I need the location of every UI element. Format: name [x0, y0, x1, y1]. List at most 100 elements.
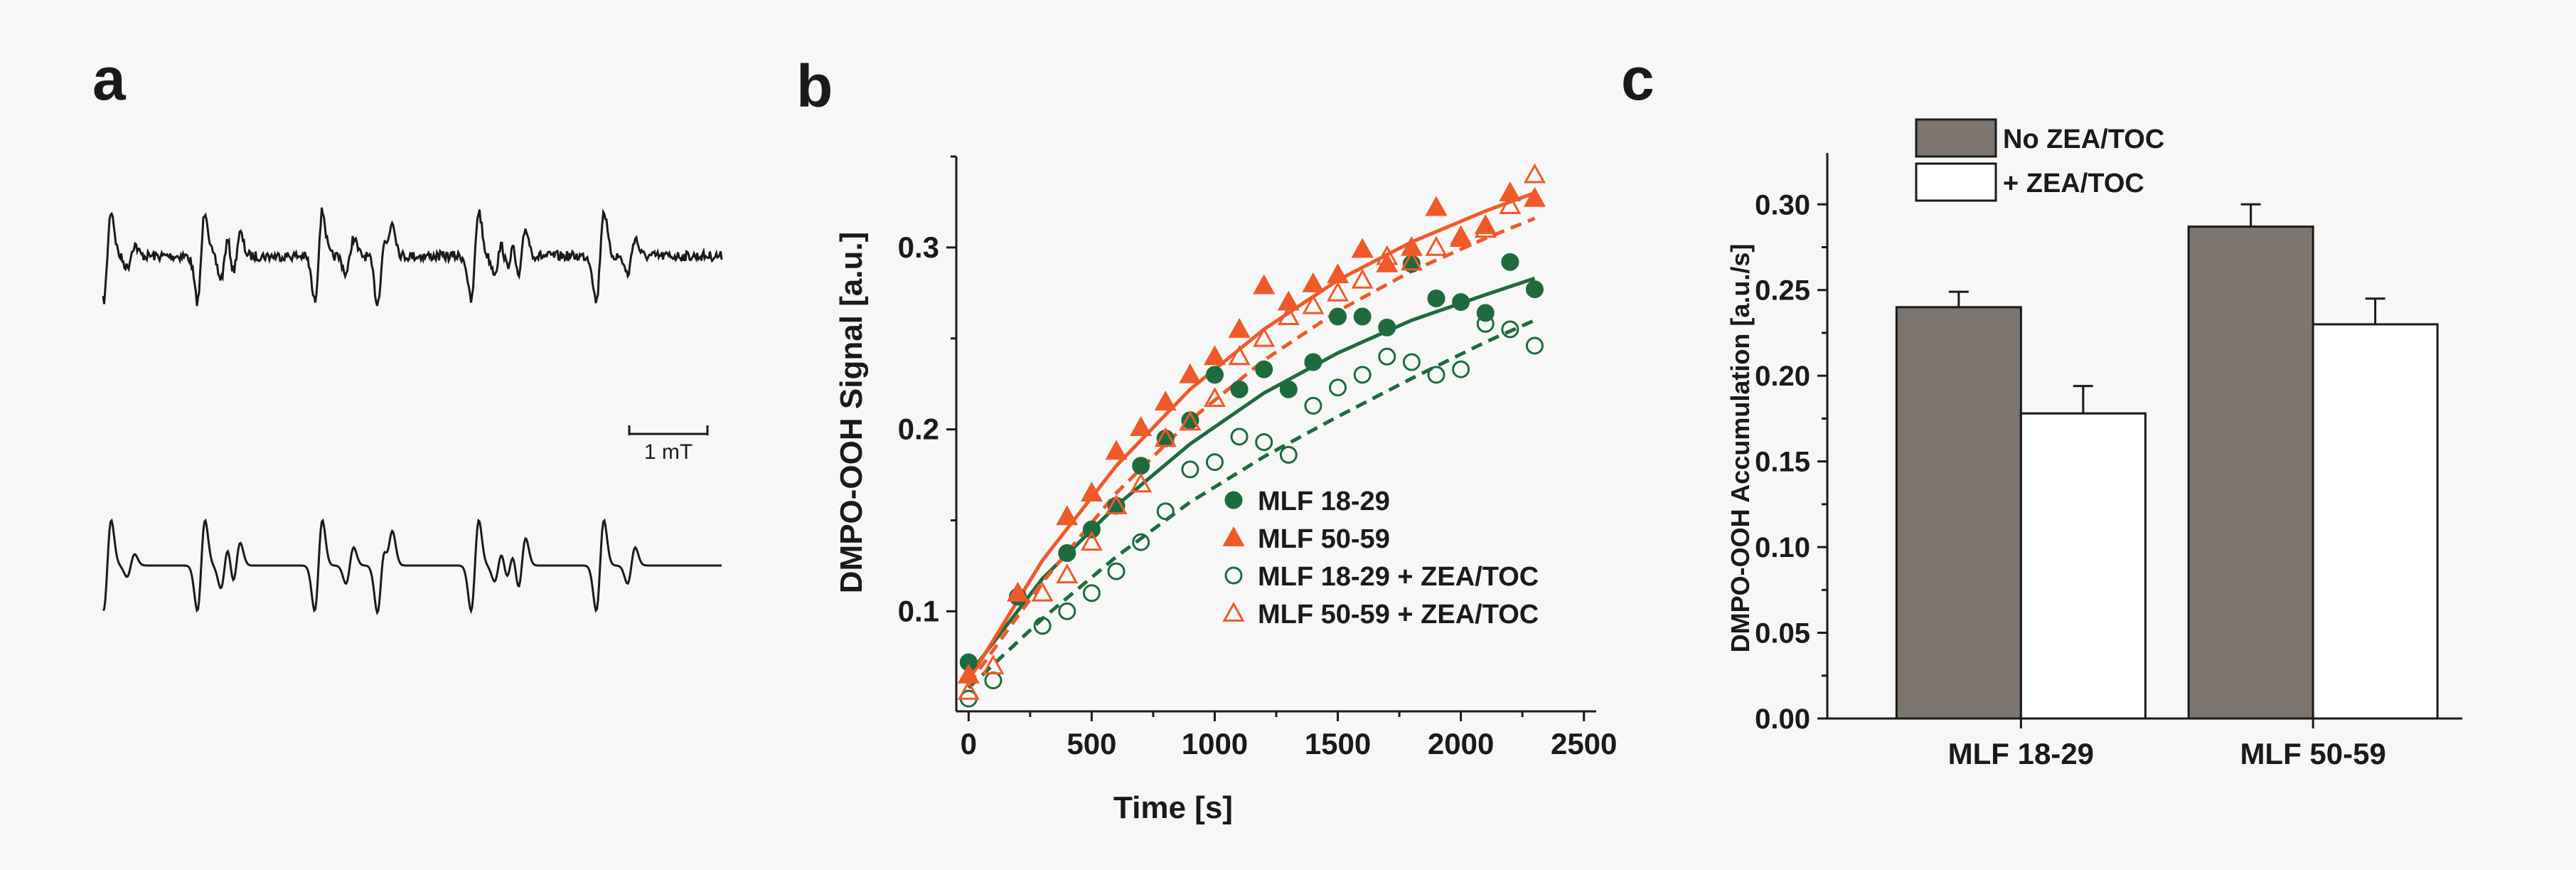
data-point: [1452, 293, 1470, 312]
x-tick-label: 1000: [1182, 727, 1248, 760]
panel-a-letter: a: [92, 46, 127, 112]
data-point: [1132, 533, 1150, 551]
legend-label: MLF 18-29: [1258, 487, 1390, 516]
data-point: [1525, 280, 1544, 299]
fit-curve: [967, 318, 1536, 689]
x-tick-label: MLF 18-29: [1948, 737, 2094, 770]
x-tick-label: 0: [961, 727, 977, 760]
panel-c-axes: 0.00 0.05 0.10 0.15 0.20 0.25 0.30 MLF 18-29 MLF…: [1755, 153, 2462, 770]
data-point: [1056, 563, 1079, 584]
panel-b-data-points: [957, 163, 1546, 708]
legend-label: + ZEA/TOC: [2003, 169, 2144, 198]
x-tick-label: 2500: [1551, 727, 1617, 760]
x-tick-label: 2000: [1428, 727, 1494, 760]
bar: [2019, 412, 2147, 720]
data-point: [1277, 304, 1300, 325]
data-point: [1105, 494, 1128, 514]
data-point: [1253, 274, 1276, 295]
simulated-spectrum-trace: [102, 518, 722, 615]
data-point: [1230, 428, 1249, 446]
data-point: [982, 654, 1005, 674]
legend-label: MLF 50-59 + ZEA/TOC: [1258, 600, 1539, 630]
data-point: [1006, 581, 1030, 602]
panel-b-kinetics-plot: b 0 500 1000 1500 2000 2500 0.1 0.2 0.3 MLF 18-2…: [796, 53, 1617, 825]
data-point: [1425, 196, 1448, 216]
data-point: [1179, 410, 1202, 431]
legend-marker: [1224, 491, 1243, 509]
y-tick-label: 0.25: [1755, 275, 1810, 307]
bar: [2312, 323, 2439, 720]
data-point: [1378, 318, 1396, 336]
data-point: [1302, 272, 1325, 292]
y-tick-label: 0.20: [1755, 361, 1810, 392]
data-point: [1105, 440, 1128, 460]
legend-label: MLF 18-29 + ZEA/TOC: [1258, 562, 1539, 592]
panel-c-letter: c: [1621, 46, 1655, 112]
x-tick-label: 1500: [1305, 727, 1371, 760]
data-point: [1033, 617, 1052, 635]
bar: [2187, 226, 2314, 720]
data-point: [1203, 345, 1226, 366]
data-point: [1132, 457, 1150, 475]
y-tick-label: 0.05: [1755, 618, 1810, 649]
data-point: [1130, 472, 1153, 493]
data-point: [1154, 427, 1177, 447]
legend-swatch: [1915, 162, 1997, 202]
data-point: [1329, 307, 1347, 326]
y-tick-label: 0.3: [898, 230, 939, 264]
data-point: [1452, 360, 1470, 378]
data-point: [1203, 387, 1226, 408]
data-point: [1107, 562, 1126, 580]
data-point: [1499, 193, 1522, 214]
data-point: [1056, 505, 1079, 526]
y-tick-label: 0.1: [898, 594, 939, 627]
data-point: [1351, 268, 1374, 289]
panel-b-y-axis-label: DMPO-OOH Signal [a.u.]: [834, 232, 869, 593]
data-point: [1523, 186, 1546, 207]
panel-b-legend: MLF 18-29 MLF 50-59 MLF 18-29 + ZEA/TOC MLF…: [1222, 487, 1539, 630]
data-point: [1329, 378, 1347, 397]
data-point: [1376, 245, 1399, 265]
data-point: [1353, 366, 1372, 384]
y-tick-label: 0.30: [1755, 189, 1810, 221]
data-point: [1450, 225, 1473, 245]
data-point: [1425, 235, 1448, 256]
data-point: [1156, 502, 1175, 521]
data-point: [1304, 353, 1322, 371]
data-point: [1058, 602, 1076, 620]
panel-b-letter: b: [796, 53, 833, 120]
data-point: [1402, 353, 1421, 371]
y-tick-label: 0.15: [1755, 447, 1810, 478]
experimental-spectrum-trace: [102, 207, 723, 307]
data-point: [1474, 218, 1497, 238]
fit-curve: [967, 216, 1536, 686]
data-point: [1255, 360, 1273, 378]
data-point: [1501, 320, 1519, 339]
data-point: [1501, 253, 1519, 271]
panel-a-epr-spectra: a 1 mT: [92, 46, 723, 615]
data-point: [1181, 460, 1199, 479]
panel-c-legend: No ZEA/TOC + ZEA/TOC: [1915, 118, 2164, 202]
data-point: [1499, 181, 1522, 202]
data-point: [1523, 163, 1546, 184]
bar: [1895, 306, 2022, 720]
legend-marker: [1224, 566, 1243, 585]
legend-marker: [1222, 526, 1245, 546]
panel-c-bars: [1895, 203, 2439, 720]
legend-label: MLF 50-59: [1258, 524, 1390, 554]
data-point: [1205, 366, 1224, 384]
data-point: [1058, 544, 1076, 563]
data-point: [1080, 531, 1103, 551]
x-tick-label: MLF 50-59: [2240, 737, 2385, 770]
scale-bar: 1 mT: [628, 425, 709, 464]
legend-swatch: [1915, 118, 1997, 158]
data-point: [1255, 433, 1273, 452]
data-point: [1302, 294, 1325, 314]
data-point: [1230, 380, 1249, 398]
data-point: [957, 679, 980, 700]
data-point: [1476, 314, 1495, 333]
y-tick-label: 0.2: [898, 413, 939, 446]
data-point: [1228, 345, 1251, 366]
